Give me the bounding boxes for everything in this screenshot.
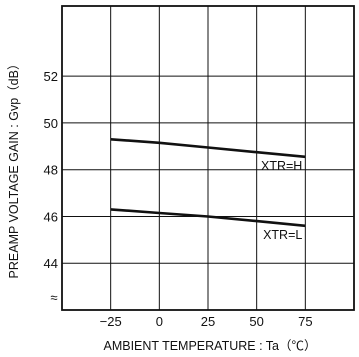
series-line-0 <box>110 138 306 159</box>
y-tick-label-4: 52 <box>44 69 58 84</box>
y-tick-label-3: 50 <box>44 116 58 131</box>
grid-lines <box>62 6 354 310</box>
y-axis-label: PREAMP VOLTAGE GAIN : Gvp（dB） <box>7 58 21 279</box>
y-tick-label-0: 44 <box>44 256 58 271</box>
series-label-0: XTR=H <box>261 159 302 173</box>
series-labels: XTR=H XTR=L <box>261 159 302 242</box>
x-tick-label-1: 0 <box>156 314 163 329</box>
x-tick-label-3: 50 <box>249 314 263 329</box>
series-lines <box>110 138 306 228</box>
x-tick-label-4: 75 <box>298 314 312 329</box>
x-tick-label-0: −25 <box>100 314 122 329</box>
series-line-1 <box>110 208 306 228</box>
x-tick-label-2: 25 <box>201 314 215 329</box>
y-tick-label-1: 46 <box>44 209 58 224</box>
series-label-1: XTR=L <box>263 228 302 242</box>
y-axis-break: ≈ <box>50 290 57 305</box>
x-tick-labels: −25 0 25 50 75 <box>100 314 313 329</box>
y-tick-labels: 44 46 48 50 52 <box>44 69 58 271</box>
plot-frame <box>61 5 355 311</box>
y-tick-label-2: 48 <box>44 163 58 178</box>
x-axis-label: AMBIENT TEMPERATURE : Ta（℃） <box>103 339 316 353</box>
